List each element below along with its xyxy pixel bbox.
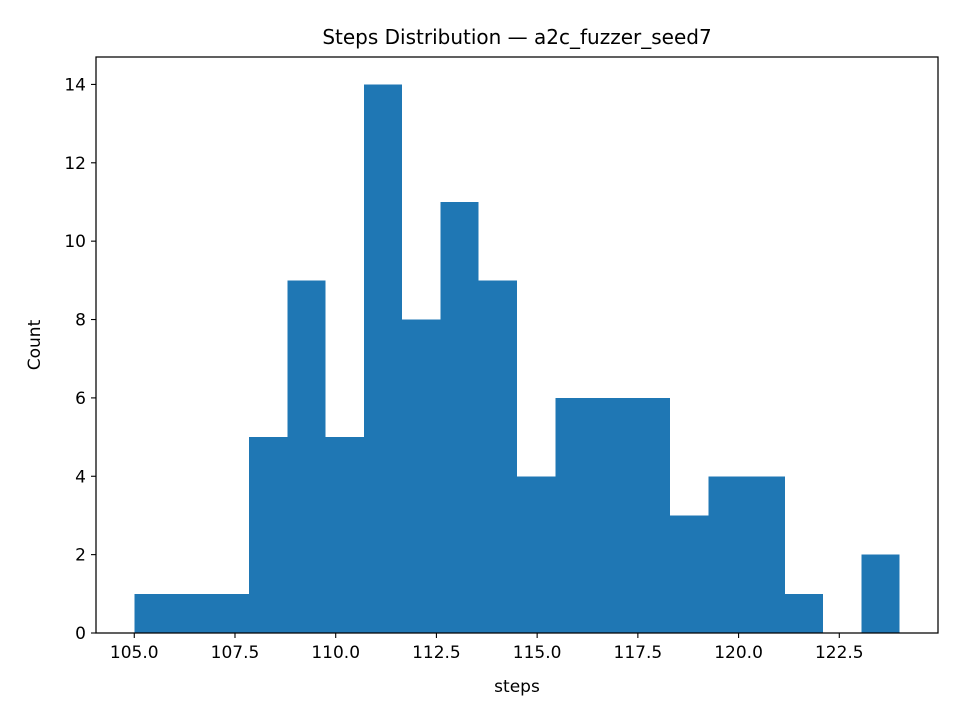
x-tick-label: 115.0	[513, 643, 562, 663]
histogram-bar	[746, 476, 785, 633]
histogram-bar	[593, 397, 632, 633]
x-tick-label: 107.5	[211, 643, 260, 663]
y-tick-label: 2	[75, 546, 86, 566]
histogram-bar	[440, 201, 479, 633]
x-tick-label: 122.5	[815, 643, 864, 663]
histogram-bar	[555, 397, 594, 633]
histogram-bar	[249, 437, 288, 633]
y-tick-label: 6	[75, 389, 86, 409]
histogram-bar	[363, 84, 403, 633]
y-tick-label: 14	[64, 75, 86, 95]
histogram-bar	[670, 515, 709, 633]
histogram-bar	[631, 397, 671, 633]
histogram-bar	[861, 554, 900, 633]
histogram-bar	[287, 280, 326, 633]
x-axis-ticks: 105.0 107.5 110.0 112.5 115.0 117.5 120.0 122.5	[110, 633, 864, 663]
histogram-bars	[134, 84, 900, 633]
y-axis-label: Count	[25, 319, 45, 370]
y-tick-label: 12	[64, 154, 86, 174]
histogram-bar	[478, 280, 517, 633]
histogram-bar	[517, 476, 556, 633]
histogram-bar	[784, 593, 824, 633]
y-tick-label: 10	[64, 232, 86, 252]
histogram-bar	[210, 593, 250, 633]
chart-title: Steps Distribution — a2c_fuzzer_seed7	[322, 25, 711, 49]
y-tick-label: 4	[75, 467, 86, 487]
histogram-bar	[402, 319, 441, 633]
histogram-bar	[325, 437, 364, 633]
histogram-bar	[708, 476, 747, 633]
y-axis-ticks: 0 2 4 6 8 10 12 14	[64, 75, 96, 644]
x-tick-label: 117.5	[614, 643, 663, 663]
x-tick-label: 110.0	[311, 643, 360, 663]
x-tick-label: 105.0	[110, 643, 159, 663]
histogram-bar	[134, 593, 173, 633]
plot-frame	[95, 56, 939, 634]
y-tick-label: 8	[75, 311, 86, 331]
x-tick-label: 120.0	[714, 643, 763, 663]
histogram-bar	[172, 593, 211, 633]
x-axis-label: steps	[494, 677, 540, 697]
x-tick-label: 112.5	[412, 643, 461, 663]
y-tick-label: 0	[75, 624, 86, 644]
